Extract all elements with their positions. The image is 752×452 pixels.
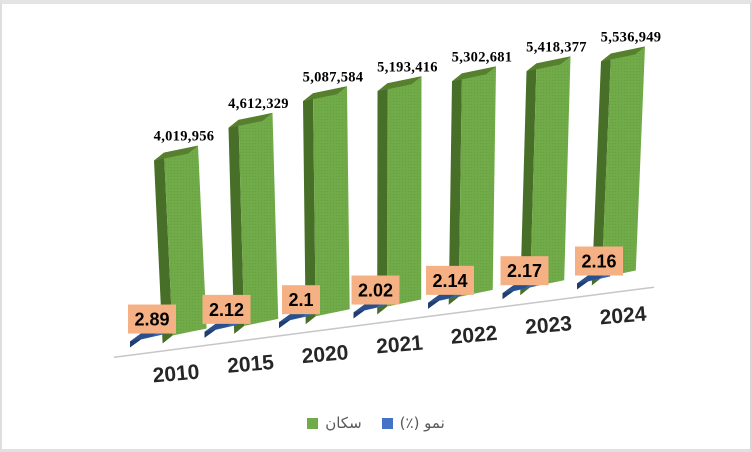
bar-population-top-face-2020[interactable] (303, 86, 347, 102)
population-label-2022[interactable]: 5,302,681 (452, 49, 513, 65)
bar-population-side-face-2010[interactable] (154, 152, 173, 344)
bar-population-front-face-2024[interactable] (601, 46, 645, 278)
category-axis-line[interactable] (113, 286, 655, 359)
bar-population-side-face-2024[interactable] (591, 53, 611, 286)
population-label-2020[interactable]: 5,087,584 (303, 69, 364, 85)
bar-population-side-face-2023[interactable] (520, 63, 537, 296)
growth-label-box-2021[interactable] (351, 275, 400, 305)
bar-population-front-face-2021[interactable] (387, 76, 422, 307)
bar-population-top-face-2021[interactable] (377, 76, 422, 92)
bar-population-top-face-2023[interactable] (526, 56, 571, 72)
growth-label-2020[interactable]: 2.1 (288, 290, 313, 310)
bar-population-2022[interactable] (448, 66, 496, 305)
bar-population-2024[interactable] (591, 46, 645, 286)
bar-population-top-face-2015[interactable] (228, 112, 273, 128)
legend-item-growth[interactable]: نمو (٪) (381, 413, 445, 432)
axis-label-2015[interactable]: 2015 (226, 351, 275, 378)
population-label-2024[interactable]: 5,536,949 (601, 30, 662, 46)
axis-label-2022[interactable]: 2022 (450, 322, 499, 349)
bar-population-side-face-2015[interactable] (228, 119, 245, 334)
growth-label-box-2015[interactable] (202, 294, 251, 324)
legend-label-growth: نمو (٪) (399, 413, 445, 432)
growth-label-box-2022[interactable] (426, 265, 474, 295)
bar-population-2021[interactable] (377, 76, 422, 315)
legend-item-population[interactable]: سكان (307, 413, 362, 432)
bar-population-side-face-2020[interactable] (303, 93, 316, 325)
bar-population-2020[interactable] (303, 86, 350, 325)
axis-label-2010[interactable]: 2010 (152, 361, 201, 388)
bar-population-side-face-2021[interactable] (377, 83, 388, 315)
growth-label-box-2020[interactable] (282, 285, 320, 315)
bar-population-top-face-2022[interactable] (452, 66, 496, 82)
population-label-2021[interactable]: 5,193,416 (377, 59, 438, 75)
growth-label-2022[interactable]: 2.14 (432, 271, 467, 291)
bar-population-front-face-2022[interactable] (458, 66, 496, 297)
growth-label-2021[interactable]: 2.02 (358, 281, 393, 301)
bar-population-front-face-2023[interactable] (530, 56, 571, 288)
chart-legend: سكان نمو (٪) (2, 408, 750, 438)
bar-population-2015[interactable] (228, 112, 279, 334)
growth-label-box-2024[interactable] (575, 246, 623, 276)
axis-label-2023[interactable]: 2023 (524, 312, 573, 339)
axis-label-2021[interactable]: 2021 (375, 331, 424, 358)
legend-swatch-population-icon (307, 417, 319, 429)
growth-label-2010[interactable]: 2.89 (134, 310, 169, 330)
growth-label-box-2023[interactable] (500, 256, 549, 286)
legend-label-population: سكان (325, 413, 362, 432)
bar-population-front-face-2010[interactable] (164, 145, 207, 336)
axis-label-2024[interactable]: 2024 (599, 302, 648, 329)
bar-population-side-face-2022[interactable] (448, 73, 462, 305)
population-label-2023[interactable]: 5,418,377 (526, 39, 587, 55)
growth-label-2023[interactable]: 2.17 (507, 261, 542, 281)
bar-population-top-face-2010[interactable] (154, 145, 198, 161)
growth-label-2024[interactable]: 2.16 (581, 252, 616, 272)
growth-label-2015[interactable]: 2.12 (209, 300, 244, 320)
bar-population-top-face-2024[interactable] (601, 46, 645, 62)
bar-population-front-face-2015[interactable] (238, 112, 279, 326)
population-label-2010[interactable]: 4,019,956 (154, 129, 215, 145)
legend-swatch-growth-icon (381, 417, 393, 429)
growth-label-box-2010[interactable] (128, 304, 176, 334)
population-label-2015[interactable]: 4,612,329 (228, 96, 289, 112)
bar-population-2023[interactable] (520, 56, 571, 296)
bar-population-front-face-2020[interactable] (313, 86, 350, 317)
axis-label-2020[interactable]: 2020 (301, 341, 350, 368)
population-growth-3d-chart: 2.89 4,019,956 2010 2.12 4,612,329 2015 2.1 5,0… (113, 30, 662, 388)
bar-population-2010[interactable] (154, 145, 207, 344)
